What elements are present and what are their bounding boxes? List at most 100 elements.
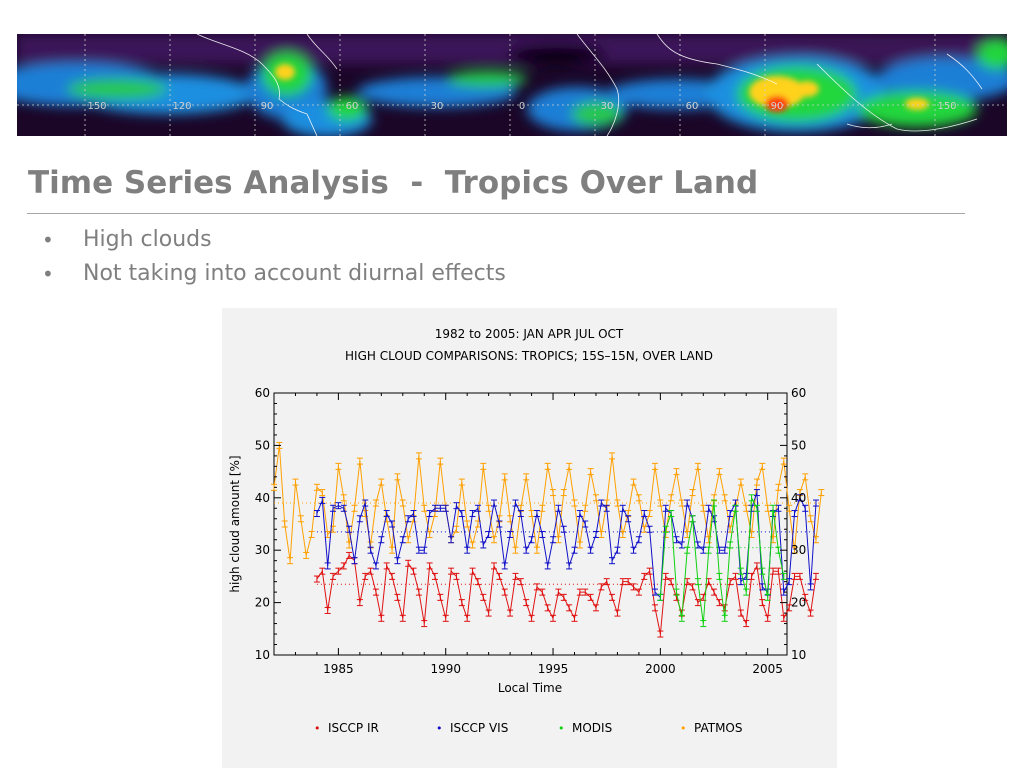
x-tick-label: 2005 [752, 662, 783, 676]
data-point [313, 510, 320, 518]
data-point [480, 593, 487, 601]
data-point [324, 562, 331, 570]
data-point [458, 478, 465, 486]
data-point [619, 530, 626, 538]
data-point [453, 502, 460, 510]
data-point [324, 606, 331, 614]
data-point [705, 504, 712, 512]
series-line [659, 495, 785, 624]
data-point [426, 562, 433, 570]
y-tick-label-right: 50 [791, 438, 806, 452]
y-tick-label: 30 [255, 543, 270, 557]
data-point [796, 572, 803, 580]
data-point [711, 588, 718, 596]
y-tick-label-right: 60 [791, 386, 806, 400]
chart-title: 1982 to 2005: JAN APR JUL OCT [435, 327, 624, 341]
data-point [421, 504, 428, 512]
data-point [630, 546, 637, 554]
data-point [689, 515, 696, 523]
data-point [469, 541, 476, 549]
longitude-label: 30 [431, 101, 444, 112]
data-point [550, 614, 557, 622]
data-point [528, 614, 535, 622]
data-point [603, 504, 610, 512]
data-point [737, 609, 744, 617]
data-point [641, 572, 648, 580]
data-point [737, 567, 744, 575]
y-tick-label-right: 20 [791, 596, 806, 610]
y-tick-label-right: 30 [791, 543, 806, 557]
data-point [421, 620, 428, 628]
data-point [625, 578, 632, 586]
data-point [641, 525, 648, 533]
data-point [389, 572, 396, 580]
legend-label: PATMOS [694, 721, 743, 735]
data-point [351, 557, 358, 565]
data-point [716, 599, 723, 607]
data-point [544, 604, 551, 612]
data-point [474, 504, 481, 512]
data-point [721, 546, 728, 554]
data-point [598, 583, 605, 591]
data-point [796, 494, 803, 502]
plot-frame [273, 392, 788, 656]
data-point [759, 462, 766, 470]
data-point [469, 567, 476, 575]
data-point [614, 499, 621, 507]
data-point [533, 510, 540, 518]
data-point [539, 588, 546, 596]
data-point [281, 520, 288, 528]
data-point [802, 504, 809, 512]
data-point [770, 567, 777, 575]
data-point [651, 604, 658, 612]
data-point [673, 468, 680, 476]
data-point [587, 546, 594, 554]
data-point [319, 489, 326, 497]
data-point [474, 578, 481, 586]
data-point [770, 504, 777, 512]
data-point [555, 504, 562, 512]
data-point [780, 572, 787, 580]
series-line [316, 492, 817, 599]
bullet-item: • High clouds [40, 225, 506, 259]
data-point [287, 557, 294, 565]
data-point [700, 620, 707, 628]
data-point [775, 504, 782, 512]
data-point [437, 504, 444, 512]
data-point [576, 510, 583, 518]
legend-marker-icon: • [436, 722, 443, 735]
data-point [319, 567, 326, 575]
longitude-label: 120 [172, 101, 191, 112]
data-point [592, 530, 599, 538]
data-point [399, 536, 406, 544]
data-point [684, 499, 691, 507]
data-point [807, 583, 814, 591]
data-point [646, 567, 653, 575]
data-point [292, 478, 299, 486]
legend-marker-icon: • [558, 722, 565, 735]
data-point [415, 452, 422, 460]
data-point [753, 562, 760, 570]
data-point [732, 572, 739, 580]
data-point [732, 504, 739, 512]
data-point [437, 457, 444, 465]
bullet-text: Not taking into account diurnal effects [83, 261, 506, 286]
data-point [753, 478, 760, 486]
data-point [458, 599, 465, 607]
data-point [737, 478, 744, 486]
data-point [491, 499, 498, 507]
data-point [716, 468, 723, 476]
data-point [340, 504, 347, 512]
data-point [657, 499, 664, 507]
data-point [378, 614, 385, 622]
data-point [668, 494, 675, 502]
slide-title: Time Series Analysis - Tropics Over Land [28, 165, 759, 201]
data-point [668, 578, 675, 586]
data-point [372, 562, 379, 570]
legend-item: • MODIS [558, 721, 612, 735]
data-point [330, 504, 337, 512]
data-point [721, 494, 728, 502]
data-point [560, 525, 567, 533]
data-point [791, 546, 798, 554]
data-point [356, 515, 363, 523]
